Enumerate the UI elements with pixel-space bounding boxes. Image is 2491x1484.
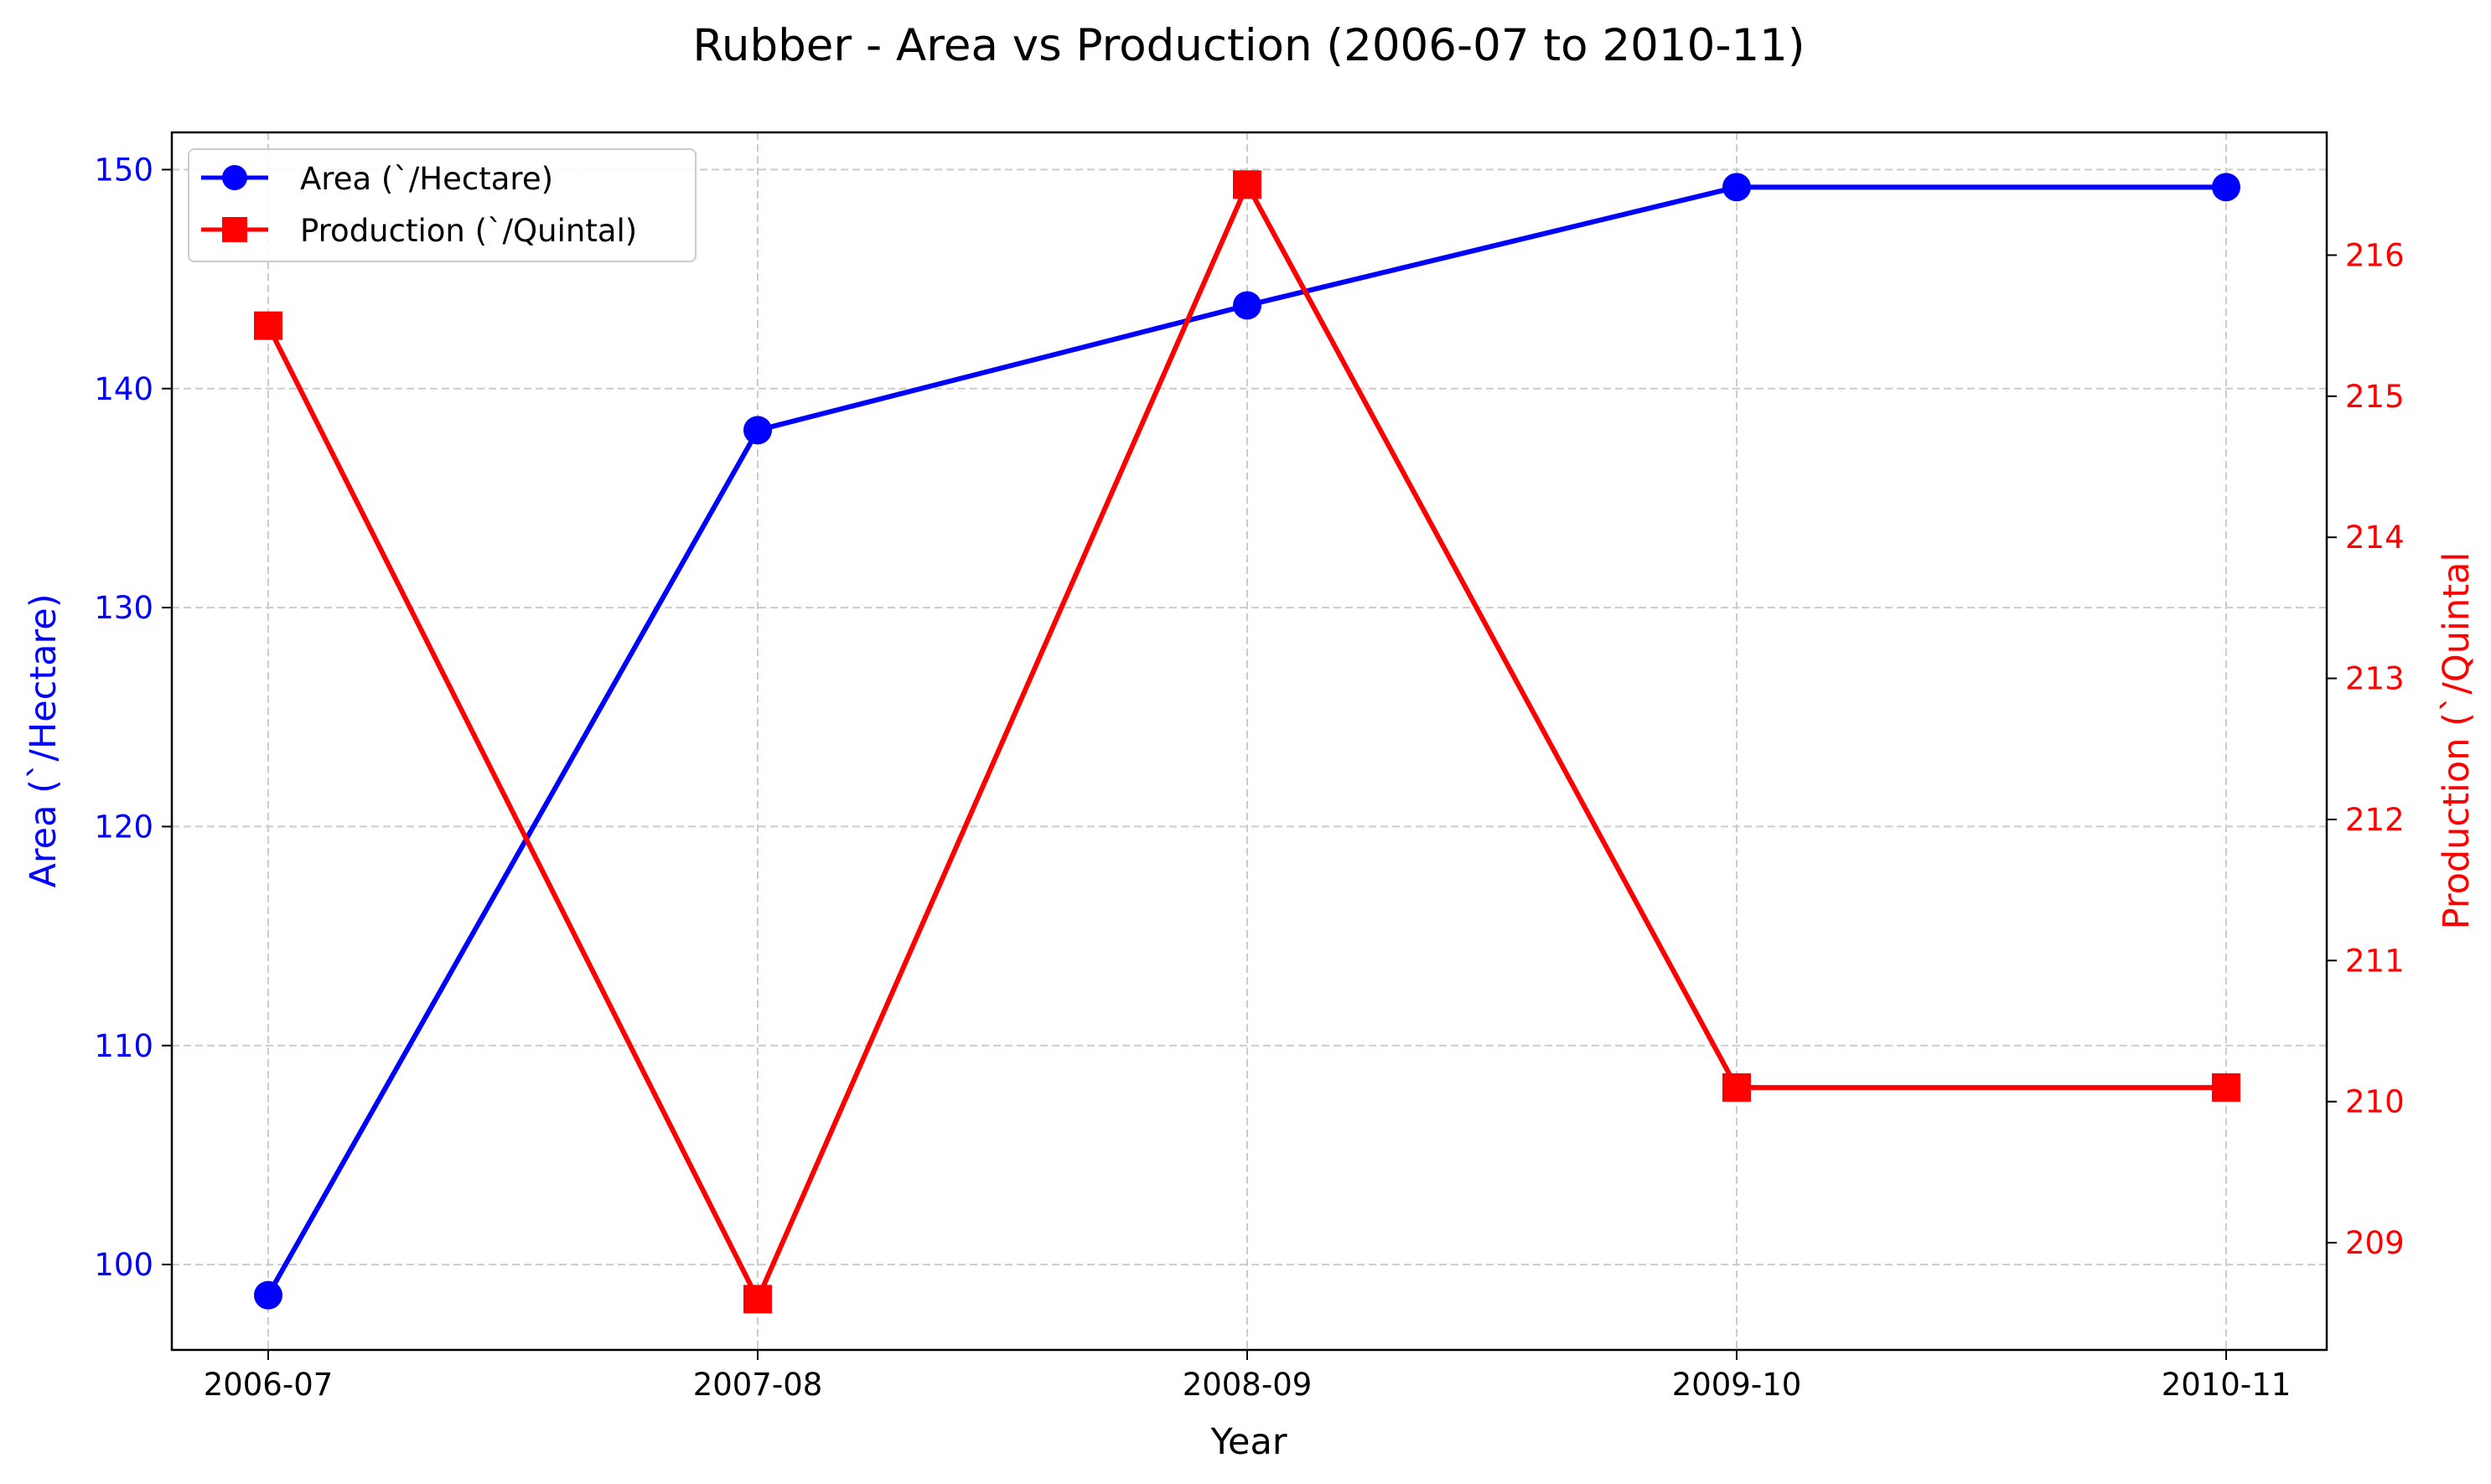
y-left-tick-label: 130 — [94, 590, 153, 626]
legend-area-label: Area (`/Hectare) — [300, 161, 553, 197]
y-left-tick-label: 110 — [94, 1028, 153, 1064]
y-right-tick-label: 209 — [2345, 1225, 2405, 1261]
y-left-tick-label: 140 — [94, 371, 153, 407]
x-tick-label: 2009-10 — [1672, 1367, 1802, 1403]
y-right-tick-label: 215 — [2345, 379, 2405, 415]
legend-production-label: Production (`/Quintal) — [300, 213, 637, 249]
x-tick-label: 2007-08 — [693, 1367, 823, 1403]
y-right-tick-label: 216 — [2345, 237, 2405, 273]
y-axis-left-label: Area (`/Hectare) — [23, 594, 65, 888]
production-data-point — [1722, 1073, 1751, 1102]
x-axis-label: Year — [1209, 1421, 1287, 1463]
y-left-tick-label: 120 — [94, 809, 153, 845]
y-right-tick-label: 213 — [2345, 661, 2405, 697]
area-data-point — [1722, 173, 1751, 202]
area-data-point — [254, 1280, 282, 1310]
plot-frame — [170, 131, 2328, 1352]
legend-box — [188, 148, 697, 262]
y-left-tick-label: 100 — [94, 1247, 153, 1283]
y-right-tick-label: 211 — [2345, 943, 2405, 979]
x-tick-label: 2006-07 — [204, 1367, 334, 1403]
y-right-tick-label: 214 — [2345, 520, 2405, 556]
area-data-point — [743, 416, 772, 445]
y-right-tick-label: 212 — [2345, 802, 2405, 838]
axes: 2006-07 2007-08 2008-09 2009-10 2010-11 100 11… — [94, 152, 2404, 1403]
production-data-point — [254, 311, 282, 340]
series-layer — [254, 170, 2240, 1314]
area-data-point — [2212, 173, 2240, 202]
area-data-point — [1233, 291, 1261, 320]
legend-area-marker — [222, 165, 247, 190]
x-tick-label: 2010-11 — [2162, 1367, 2292, 1403]
chart-title: Rubber - Area vs Production (2006-07 to … — [692, 20, 1805, 71]
legend-production-marker — [222, 217, 247, 242]
x-tick-label: 2008-09 — [1183, 1367, 1313, 1403]
legend: Area (`/Hectare) Production (`/Quintal) — [188, 148, 697, 262]
y-left-tick-label: 150 — [94, 152, 153, 188]
production-data-point — [1233, 170, 1261, 199]
production-data-point — [2212, 1073, 2240, 1102]
y-right-tick-label: 210 — [2345, 1084, 2405, 1120]
y-axis-right-label: Production (`/Quintal — [2436, 552, 2478, 930]
production-data-point — [743, 1285, 772, 1314]
